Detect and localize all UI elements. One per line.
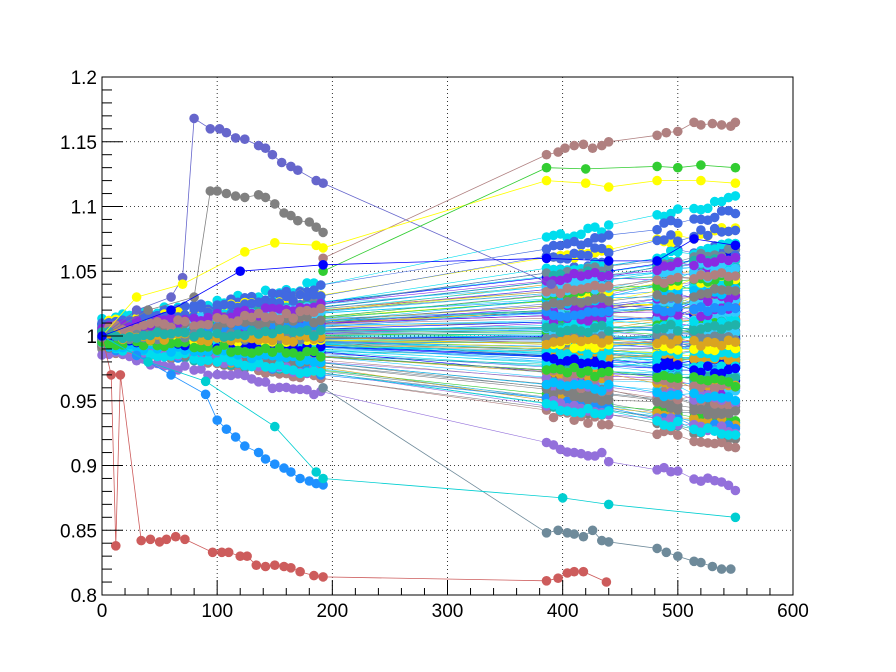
series-point <box>604 230 614 240</box>
series-point <box>731 191 741 201</box>
series-point <box>673 218 683 228</box>
series-point <box>597 448 607 458</box>
series-point <box>731 443 741 453</box>
series-point <box>731 486 741 496</box>
series-point <box>180 361 190 371</box>
series-point <box>604 457 614 467</box>
series-point <box>673 466 683 476</box>
series-point <box>604 420 614 430</box>
series-point <box>673 204 683 214</box>
series-point <box>731 209 741 219</box>
series-point <box>673 430 683 440</box>
series-point <box>604 220 614 230</box>
series-point <box>703 204 713 214</box>
series-point <box>316 280 326 290</box>
